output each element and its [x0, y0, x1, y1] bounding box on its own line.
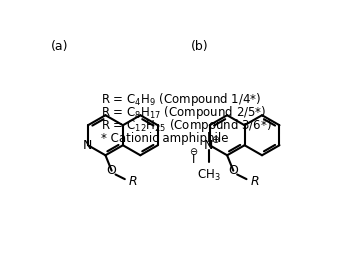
Text: * Cationic amphiphile: * Cationic amphiphile — [101, 132, 228, 145]
Text: R: R — [129, 175, 137, 188]
Text: N: N — [204, 139, 213, 152]
Text: R = C$_8$H$_{17}$ (Compound 2/5*): R = C$_8$H$_{17}$ (Compound 2/5*) — [101, 104, 266, 121]
Text: CH$_3$: CH$_3$ — [197, 168, 221, 183]
Text: $\oplus$: $\oplus$ — [211, 134, 220, 144]
Text: (b): (b) — [191, 40, 208, 53]
Text: R = C$_4$H$_9$ (Compound 1/4*): R = C$_4$H$_9$ (Compound 1/4*) — [101, 90, 261, 108]
Text: O: O — [228, 164, 238, 177]
Text: $\ominus$: $\ominus$ — [189, 146, 198, 157]
Text: O: O — [107, 164, 117, 177]
Text: I: I — [192, 153, 195, 165]
Text: R: R — [250, 175, 259, 188]
Text: (a): (a) — [51, 40, 69, 53]
Text: N: N — [82, 139, 92, 152]
Text: R = C$_{12}$H$_{25}$ (Compound 3/6*): R = C$_{12}$H$_{25}$ (Compound 3/6*) — [101, 117, 271, 134]
